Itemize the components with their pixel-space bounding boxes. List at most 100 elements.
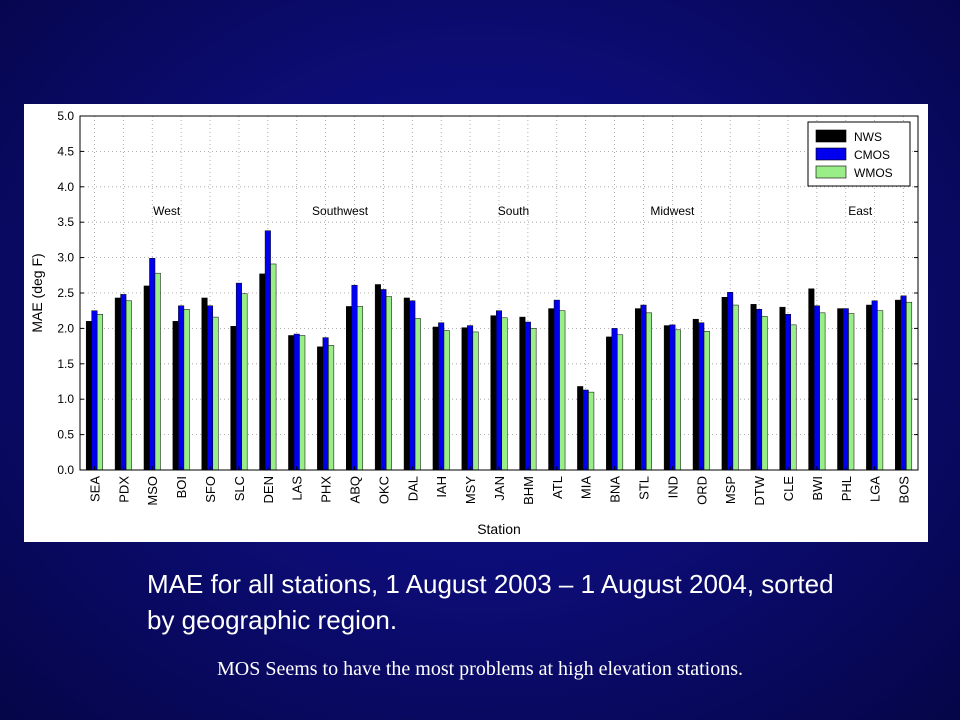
bar-wmos [588, 391, 595, 471]
caption: MAE for all stations, 1 August 2003 – 1 … [147, 569, 834, 635]
x-tick-label: CLE [781, 476, 796, 502]
legend-swatch-cmos [815, 147, 847, 161]
y-tick-label: 0.5 [57, 428, 74, 442]
bar-wmos [617, 334, 624, 471]
bar-nws [230, 326, 237, 471]
bar-nws [663, 325, 670, 471]
bar-wmos [241, 293, 248, 471]
bar-nws [750, 304, 757, 471]
bar-cmos [727, 292, 734, 471]
region-label: Midwest [650, 204, 695, 218]
x-tick-label: BOS [897, 476, 912, 504]
bar-cmos [409, 300, 416, 471]
x-tick-label: OKC [376, 476, 391, 504]
bar-cmos [120, 294, 127, 471]
bar-wmos [732, 304, 739, 471]
x-tick-label: IAH [434, 476, 449, 498]
bar-cmos [784, 313, 791, 471]
bar-nws [259, 273, 266, 471]
bar-wmos [703, 330, 710, 471]
bar-wmos [472, 331, 479, 471]
chart-panel: 0.0 0.5 1.0 1.5 2.0 2.5 3.0 3.5 4.0 4.5 5.0 SEA PDX M… [24, 104, 928, 542]
bar-wmos [674, 329, 681, 471]
bar-cmos [322, 337, 329, 471]
bar-cmos [900, 295, 907, 471]
x-tick-label: SLC [232, 476, 247, 501]
axes: 0.0 0.5 1.0 1.5 2.0 2.5 3.0 3.5 4.0 4.5 5.0 SEA PDX M… [29, 109, 919, 537]
y-tick-label: 4.5 [57, 144, 74, 158]
x-tick-label: MSO [145, 476, 160, 506]
bar-cmos [467, 325, 474, 471]
bar-cmos [553, 299, 560, 471]
x-tick-label: PDX [116, 476, 131, 503]
bar-nws [114, 297, 121, 471]
bar-nws [721, 296, 728, 471]
y-tick-label: 2.0 [57, 321, 74, 335]
x-tick-label: DAL [405, 476, 420, 501]
x-tick-label: MIA [579, 476, 594, 499]
legend-label-cmos: CMOS [854, 148, 890, 162]
y-tick-label: 2.5 [57, 286, 74, 300]
region-label: East [848, 204, 873, 218]
y-axis-label: MAE (deg F) [29, 253, 45, 332]
bar-nws [172, 321, 179, 471]
bar-nws [606, 336, 613, 471]
x-tick-label: BHM [521, 476, 536, 505]
bar-nws [866, 304, 873, 471]
bar-cmos [842, 308, 849, 471]
legend-label-nws: NWS [854, 130, 882, 144]
bar-wmos [501, 317, 508, 471]
bar-wmos [443, 330, 450, 471]
bar-wmos [357, 306, 364, 471]
x-tick-label: ORD [694, 476, 709, 505]
bar-cmos [611, 328, 618, 471]
bar-nws [317, 346, 324, 471]
bar-wmos [183, 309, 190, 471]
bar-nws [490, 315, 497, 471]
bar-wmos [559, 310, 566, 471]
y-tick-label: 3.5 [57, 215, 74, 229]
bar-nws [403, 297, 410, 471]
x-tick-label: BNA [608, 476, 623, 503]
bar-cmos [871, 300, 878, 471]
bar-nws [201, 297, 208, 471]
region-label: Southwest [312, 204, 369, 218]
x-tick-label: PHL [839, 476, 854, 501]
bar-cmos [756, 309, 763, 471]
bar-cmos [351, 284, 358, 471]
bar-wmos [212, 316, 219, 471]
region-label: South [498, 204, 529, 218]
y-tick-label: 1.5 [57, 357, 74, 371]
bar-wmos [328, 345, 335, 471]
x-tick-label: JAN [492, 476, 507, 501]
bar-cmos [149, 258, 156, 471]
bar-nws [548, 308, 555, 471]
bar-nws [85, 321, 92, 471]
bar-wmos [414, 318, 421, 471]
legend-label-wmos: WMOS [854, 166, 893, 180]
bar-wmos [848, 313, 855, 471]
x-tick-label: SFO [203, 476, 218, 503]
legend-swatch-wmos [815, 165, 847, 179]
bar-nws [634, 308, 641, 471]
x-tick-label: BWI [810, 476, 825, 501]
legend-swatch-nws [815, 129, 847, 143]
bar-nws [288, 335, 295, 471]
x-tick-label: LGA [868, 476, 883, 502]
bar-wmos [530, 328, 537, 471]
bar-wmos [270, 263, 277, 471]
bar-cmos [293, 333, 300, 471]
y-tick-label: 1.0 [57, 392, 74, 406]
bar-wmos [154, 272, 161, 471]
x-tick-label: PHX [319, 476, 334, 503]
bar-nws [461, 327, 468, 471]
bar-cmos [438, 322, 445, 471]
bar-wmos [877, 310, 884, 471]
bar-wmos [790, 324, 797, 471]
bar-cmos [640, 304, 647, 471]
bar-nws [374, 284, 381, 471]
x-tick-label: ATL [550, 476, 565, 499]
x-tick-label: IND [665, 476, 680, 498]
bar-cmos [698, 322, 705, 471]
bar-cmos [496, 310, 502, 471]
